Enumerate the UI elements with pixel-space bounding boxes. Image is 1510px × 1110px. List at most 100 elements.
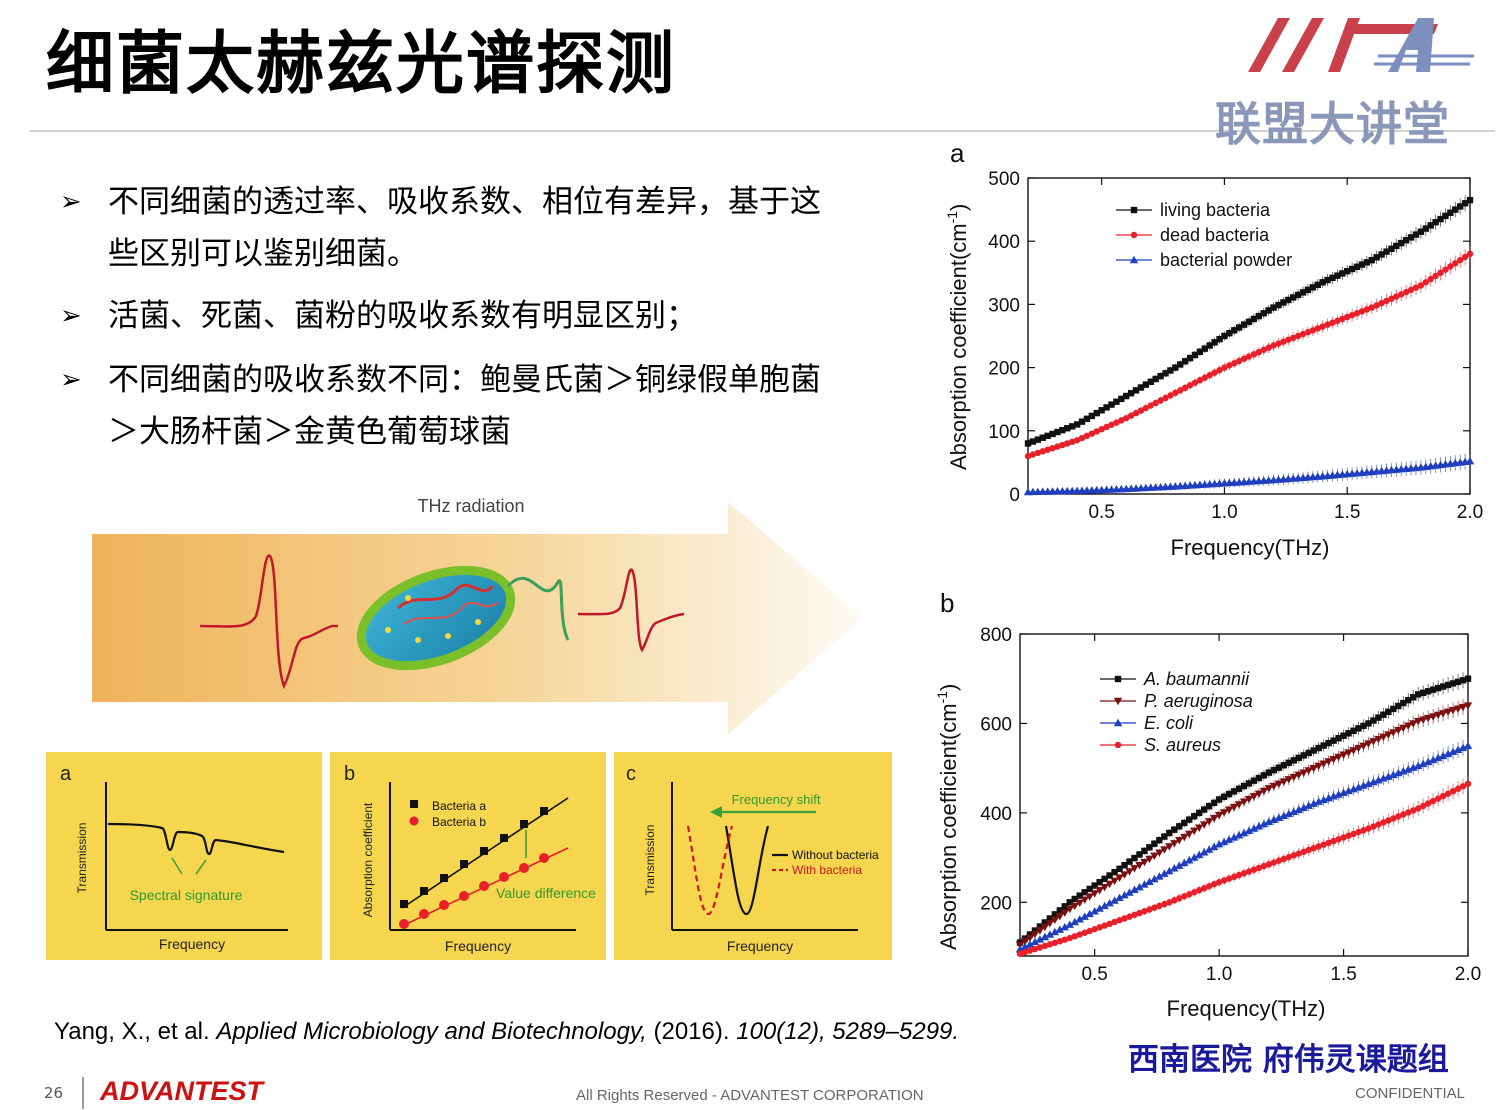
chart-a-data-point xyxy=(1098,407,1105,414)
panel-b-xlabel: Frequency xyxy=(445,938,511,954)
chart-a-ytick-label: 100 xyxy=(988,422,1020,443)
chart-b-data-point xyxy=(1036,923,1044,930)
chart-b-xlabel: Frequency(THz) xyxy=(1167,996,1326,1021)
chart-b-data-point xyxy=(1340,834,1347,841)
chart-a-data-point xyxy=(1388,295,1395,302)
chart-b-data-point xyxy=(1389,729,1398,737)
chart-a-data-point xyxy=(1206,371,1213,379)
chart-b-data-point xyxy=(1438,710,1448,718)
chart-a-data-point xyxy=(1447,209,1454,216)
chart-a-data-point xyxy=(1319,323,1326,330)
chart-a-data-point xyxy=(1206,342,1213,349)
chart-b-data-point xyxy=(1320,742,1327,749)
chart-a-data-point xyxy=(1363,259,1371,266)
chart-b-data-point xyxy=(1046,915,1054,922)
chart-a-data-point xyxy=(1167,392,1174,399)
bullet-3-line-2: ＞大肠杆菌＞金黄色葡萄球菌 xyxy=(108,414,511,450)
chart-b-data-point xyxy=(1390,705,1397,713)
chart-b-data-point xyxy=(1016,950,1024,957)
panel-b-background xyxy=(330,752,606,960)
chart-b-data-point xyxy=(1035,927,1045,935)
chart-b-data-point xyxy=(1170,864,1179,872)
chart-b-data-point xyxy=(1121,862,1128,869)
chart-b-data-point xyxy=(1096,879,1103,886)
chart-b-data-point xyxy=(1020,942,1030,951)
chart-a-data-point xyxy=(1383,297,1390,305)
chart-a-data-point xyxy=(1250,351,1258,358)
bullet-1-line-1: 不同细菌的透过率、吸收系数、相位有差异，基于这 xyxy=(108,184,821,220)
chart-b-data-point xyxy=(1066,934,1073,942)
bacterium-dot xyxy=(475,619,481,625)
chart-a-data-point xyxy=(1452,260,1459,267)
chart-b-data-point xyxy=(1380,711,1387,718)
chart-b-data-point xyxy=(1175,861,1184,869)
panel-b-letter: b xyxy=(344,763,355,785)
chart-b-data-point xyxy=(1414,718,1423,726)
chart-b-data-point xyxy=(1080,896,1089,904)
chart-b-data-point xyxy=(1106,872,1113,879)
chart-b-data-point xyxy=(1390,815,1397,822)
chart-b-data-point xyxy=(1209,842,1219,851)
chart-a-data-point xyxy=(1029,451,1037,458)
panel-c-background xyxy=(614,752,892,960)
chart-a-data-point xyxy=(1393,242,1400,250)
chart-b-data-point xyxy=(1449,787,1457,795)
chart-a-data-point xyxy=(1437,215,1444,223)
chart-b-data-point xyxy=(1395,813,1402,820)
chart-a-legend-marker xyxy=(1129,255,1139,264)
panel-b-legend-a: Bacteria a xyxy=(432,799,486,813)
chart-a-data-point xyxy=(1388,245,1395,252)
chart-b-data-point xyxy=(1040,932,1050,941)
chart-a-data-point xyxy=(1142,381,1150,388)
chart-a-data-point xyxy=(1412,284,1420,291)
chart-b-data-point xyxy=(1459,677,1467,684)
chart-b-data-point xyxy=(1130,865,1139,873)
chart-b-data-point xyxy=(1210,799,1218,807)
chart-a-data-point xyxy=(1044,446,1051,453)
panel-b-ylabel: Absorption coefficient xyxy=(361,802,375,917)
bacterium-dna-2 xyxy=(403,601,499,625)
chart-a-data-point xyxy=(1078,418,1086,425)
chart-b-data-point xyxy=(1086,885,1093,893)
chart-b-data-point xyxy=(1165,843,1174,851)
chart-a-data-point xyxy=(1113,419,1120,426)
chart-a-data-point xyxy=(1456,203,1464,210)
chart-b-data-point xyxy=(1125,868,1134,876)
chart-b-data-point xyxy=(1423,714,1433,723)
chart-b-data-point xyxy=(1304,767,1313,775)
chart-b-data-point xyxy=(1339,751,1348,759)
chart-a-data-point xyxy=(1466,196,1474,204)
chart-a-data-point xyxy=(1319,279,1326,286)
chart-a-data-point xyxy=(1353,310,1361,317)
chart-b-data-point xyxy=(1309,799,1318,807)
chart-b-data-point xyxy=(1250,777,1258,784)
panel-b-marker-b xyxy=(519,863,529,873)
chart-b-data-point xyxy=(1076,931,1083,938)
chart-b-data-point xyxy=(1035,935,1045,943)
chart-b-data-point xyxy=(1240,870,1248,877)
panel-b-marker-b xyxy=(499,872,509,882)
title-divider xyxy=(30,130,1495,132)
chart-b-data-point xyxy=(1061,903,1068,910)
chart-b-data-point xyxy=(1245,868,1253,875)
chart-b-data-point xyxy=(1384,731,1393,739)
chart-b-data-point xyxy=(1136,851,1143,858)
chart-a-data-point xyxy=(1363,306,1371,313)
chart-b-data-point xyxy=(1046,941,1054,948)
chart-a-data-point xyxy=(1211,369,1218,376)
advantest-logo: ADVANTEST xyxy=(100,1076,264,1106)
chart-b-data-point xyxy=(1295,754,1302,762)
slide-title: 细菌太赫兹光谱探测 xyxy=(46,25,677,104)
footer-separator xyxy=(82,1077,84,1109)
chart-b-data-point xyxy=(1070,917,1079,926)
chart-b-data-point xyxy=(1230,873,1238,881)
chart-a-data-point xyxy=(1172,364,1179,371)
chart-b-data-point xyxy=(1220,793,1228,800)
chart-b-data-point xyxy=(1279,811,1289,819)
chart-a-data-point xyxy=(1432,272,1439,280)
chart-b-data-point xyxy=(1105,880,1114,889)
chart-b-data-point xyxy=(1125,888,1134,896)
chart-b-data-point xyxy=(1335,836,1342,843)
chart-b-data-point xyxy=(1260,862,1268,870)
chart-b-data-point xyxy=(1155,849,1164,857)
